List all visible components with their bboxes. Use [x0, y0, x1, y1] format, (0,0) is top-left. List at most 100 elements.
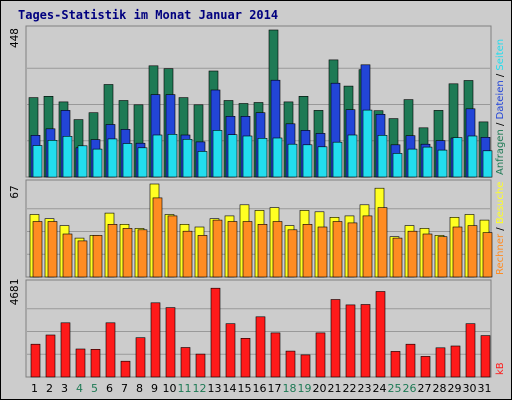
bar-rechner-day-21	[332, 221, 343, 278]
x-tick-day-20: 20	[313, 382, 327, 395]
bar-kb-day-9	[150, 302, 161, 378]
x-tick-day-2: 2	[46, 382, 53, 395]
x-tick-day-22: 22	[343, 382, 357, 395]
legend-separator: /	[495, 71, 506, 81]
bar-rechner-day-17	[272, 221, 283, 278]
bar-seiten-day-22	[347, 134, 358, 178]
legend-separator: /	[495, 224, 506, 234]
series-rechner	[32, 197, 493, 278]
bar-seiten-day-28	[437, 149, 448, 178]
x-tick-day-11: 11	[178, 382, 192, 395]
bar-rechner-day-15	[242, 221, 253, 278]
bar-kb-day-7	[120, 360, 131, 378]
x-tick-day-28: 28	[433, 382, 447, 395]
bar-kb-day-15	[240, 337, 251, 378]
bar-kb-day-29	[450, 345, 461, 378]
bar-seiten-day-27	[422, 146, 433, 178]
bar-rechner-day-4	[77, 240, 88, 278]
bar-seiten-day-1	[32, 145, 43, 178]
x-tick-day-18: 18	[283, 382, 297, 395]
chart-panels: 448 Anfragen / Dateien / Seiten 67 Rechner …	[8, 25, 506, 378]
bar-kb-day-8	[135, 337, 146, 378]
x-tick-day-5: 5	[91, 382, 98, 395]
panel-visits: 67 Rechner / Besuche	[8, 179, 506, 278]
bar-rechner-day-2	[47, 221, 58, 278]
x-tick-day-4: 4	[76, 382, 83, 395]
bar-kb-day-31	[480, 335, 491, 378]
bar-kb-day-12	[195, 353, 206, 378]
bar-kb-day-3	[60, 322, 71, 378]
bar-rechner-day-27	[422, 233, 433, 278]
bar-rechner-day-12	[197, 235, 208, 278]
bar-kb-day-13	[210, 287, 221, 378]
bar-seiten-day-26	[407, 148, 418, 178]
x-tick-day-31: 31	[478, 382, 492, 395]
bar-kb-day-26	[405, 343, 416, 378]
x-tick-day-27: 27	[418, 382, 432, 395]
bar-kb-day-30	[465, 323, 476, 378]
bar-seiten-day-18	[287, 143, 298, 178]
y-max-label: 448	[8, 28, 21, 48]
bar-rechner-day-31	[482, 232, 493, 278]
bar-kb-day-17	[270, 332, 281, 378]
x-tick-day-26: 26	[403, 382, 417, 395]
x-tick-day-25: 25	[388, 382, 402, 395]
panel-requests: 448 Anfragen / Dateien / Seiten	[8, 25, 506, 178]
bar-rechner-day-8	[137, 229, 148, 278]
x-tick-day-10: 10	[163, 382, 177, 395]
bar-rechner-day-19	[302, 224, 313, 278]
series-kb	[30, 287, 491, 378]
bar-kb-day-1	[30, 343, 41, 378]
bar-rechner-day-7	[122, 228, 133, 278]
bar-seiten-day-30	[467, 135, 478, 178]
bar-kb-day-6	[105, 322, 116, 378]
legend-entry: Seiten	[495, 39, 506, 71]
bar-rechner-day-22	[347, 222, 358, 278]
bar-rechner-day-16	[257, 224, 268, 278]
bar-seiten-day-5	[92, 148, 103, 178]
legend-entry: Dateien	[495, 80, 506, 119]
bar-seiten-day-13	[212, 130, 223, 178]
x-tick-day-14: 14	[223, 382, 237, 395]
bar-rechner-day-28	[437, 236, 448, 278]
x-tick-day-3: 3	[61, 382, 68, 395]
legend: Rechner / Besuche	[495, 182, 506, 275]
legend-entry: kB	[495, 362, 506, 375]
bar-seiten-day-19	[302, 144, 313, 178]
x-tick-day-7: 7	[121, 382, 128, 395]
bar-rechner-day-20	[317, 226, 328, 278]
bar-kb-day-23	[360, 304, 371, 378]
bar-rechner-day-11	[182, 230, 193, 278]
bar-kb-day-19	[300, 354, 311, 378]
bar-kb-day-21	[330, 299, 341, 378]
bar-seiten-day-23	[362, 109, 373, 178]
x-tick-day-8: 8	[136, 382, 143, 395]
bar-rechner-day-30	[467, 225, 478, 278]
series-seiten	[32, 109, 493, 178]
bar-rechner-day-18	[287, 229, 298, 278]
bar-seiten-day-24	[377, 135, 388, 178]
bar-seiten-day-15	[242, 135, 253, 178]
bar-seiten-day-29	[452, 137, 463, 178]
bar-kb-day-27	[420, 356, 431, 378]
bar-rechner-day-29	[452, 226, 463, 278]
x-tick-day-21: 21	[328, 382, 342, 395]
bar-seiten-day-17	[272, 137, 283, 178]
x-axis: 1 2 3 4 5 6 7 8 9 10 11 12 13 14 15 16 17 18 19 20 21 22 23 24 2…	[31, 382, 492, 395]
x-tick-day-1: 1	[31, 382, 38, 395]
bar-seiten-day-21	[332, 141, 343, 178]
bar-seiten-day-31	[482, 150, 493, 178]
bar-kb-day-18	[285, 350, 296, 378]
legend: kB	[495, 362, 506, 375]
x-tick-day-12: 12	[193, 382, 207, 395]
bar-seiten-day-25	[392, 153, 403, 178]
bar-rechner-day-9	[152, 197, 163, 278]
bar-rechner-day-25	[392, 237, 403, 278]
bar-rechner-day-23	[362, 215, 373, 278]
bar-kb-day-4	[75, 348, 86, 378]
bar-seiten-day-11	[182, 139, 193, 178]
bar-rechner-day-26	[407, 230, 418, 278]
bar-kb-day-2	[45, 334, 56, 378]
bar-rechner-day-13	[212, 219, 223, 278]
